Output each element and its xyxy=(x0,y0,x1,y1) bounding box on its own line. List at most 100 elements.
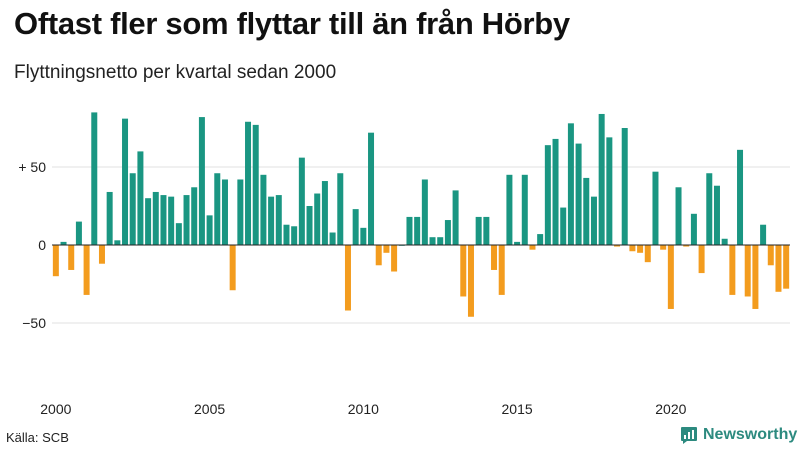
bar xyxy=(60,241,67,245)
bar xyxy=(713,185,720,245)
bar xyxy=(145,198,152,245)
bar xyxy=(383,245,390,253)
bar xyxy=(283,224,290,245)
bar xyxy=(391,245,398,272)
bar xyxy=(698,245,705,274)
bar xyxy=(83,245,90,295)
bar xyxy=(152,191,159,245)
bar xyxy=(298,157,305,245)
bar xyxy=(429,237,436,245)
bar xyxy=(191,187,198,245)
bar xyxy=(344,245,351,311)
bar xyxy=(260,174,267,245)
bar xyxy=(583,177,590,245)
bar xyxy=(421,179,428,245)
bar xyxy=(744,245,751,297)
bar xyxy=(590,196,597,245)
bar xyxy=(614,245,621,247)
bar xyxy=(667,245,674,309)
bar xyxy=(52,245,59,277)
bar xyxy=(98,245,105,264)
bar xyxy=(291,226,298,245)
bar xyxy=(68,245,75,270)
y-tick-label: −50 xyxy=(22,315,46,331)
x-tick-label: 2010 xyxy=(348,401,379,417)
bar xyxy=(175,223,182,245)
bar xyxy=(229,245,236,291)
bar xyxy=(652,171,659,245)
bar xyxy=(444,220,451,245)
bar xyxy=(752,245,759,309)
bar xyxy=(483,216,490,245)
bar xyxy=(775,245,782,292)
source-note: Källa: SCB xyxy=(6,430,69,445)
bar xyxy=(560,207,567,245)
bar xyxy=(352,209,359,245)
bar xyxy=(414,216,421,245)
bar xyxy=(544,145,551,245)
bar xyxy=(114,240,121,245)
bar xyxy=(606,137,613,245)
bar xyxy=(237,179,244,245)
bar xyxy=(275,195,282,245)
bar xyxy=(598,113,605,246)
bar xyxy=(360,227,367,245)
bar xyxy=(452,190,459,245)
bar xyxy=(506,174,513,245)
bar xyxy=(129,173,136,245)
bar xyxy=(406,216,413,245)
bar xyxy=(75,221,82,245)
bar xyxy=(329,232,336,245)
bar xyxy=(629,245,636,252)
bar xyxy=(575,143,582,245)
x-tick-label: 2015 xyxy=(502,401,533,417)
bar xyxy=(706,173,713,245)
bar xyxy=(690,213,697,245)
bar xyxy=(660,245,667,250)
bar xyxy=(268,196,275,245)
bar xyxy=(337,173,344,245)
bar xyxy=(783,245,790,289)
bar xyxy=(183,195,190,245)
bar xyxy=(475,216,482,245)
brand-name: Newsworthy xyxy=(703,426,798,443)
bar xyxy=(644,245,651,263)
bar xyxy=(767,245,774,266)
bar xyxy=(514,241,521,245)
bar xyxy=(252,124,259,245)
bar xyxy=(122,118,129,245)
x-tick-label: 2000 xyxy=(40,401,71,417)
y-tick-label: 0 xyxy=(38,237,46,253)
bar xyxy=(467,245,474,317)
y-tick-label: + 50 xyxy=(18,159,46,175)
bar xyxy=(460,245,467,297)
chart-subtitle: Flyttningsnetto per kvartal sedan 2000 xyxy=(14,62,337,83)
bar xyxy=(437,237,444,245)
y-axis-ticks: + 50 0 −50 xyxy=(18,159,46,331)
bar xyxy=(721,238,728,245)
bar xyxy=(621,128,628,245)
bars xyxy=(52,112,790,317)
x-tick-label: 2020 xyxy=(655,401,686,417)
bar xyxy=(160,195,167,245)
bar xyxy=(91,112,98,246)
bar xyxy=(321,181,328,245)
bar xyxy=(552,138,559,245)
bar xyxy=(106,191,113,245)
bar xyxy=(729,245,736,295)
x-axis-ticks: 2000 2005 2010 2015 2020 xyxy=(40,401,686,417)
grid-lines xyxy=(52,166,790,324)
bar xyxy=(491,245,498,270)
bar xyxy=(737,149,744,245)
bar xyxy=(245,121,252,245)
bar xyxy=(137,151,144,245)
bar xyxy=(168,196,175,245)
bar xyxy=(529,245,536,250)
bar xyxy=(314,193,321,245)
bar xyxy=(375,245,382,266)
bar xyxy=(760,224,767,245)
bar xyxy=(567,123,574,245)
bar xyxy=(214,173,221,245)
bar xyxy=(498,245,505,295)
bar xyxy=(683,245,690,247)
